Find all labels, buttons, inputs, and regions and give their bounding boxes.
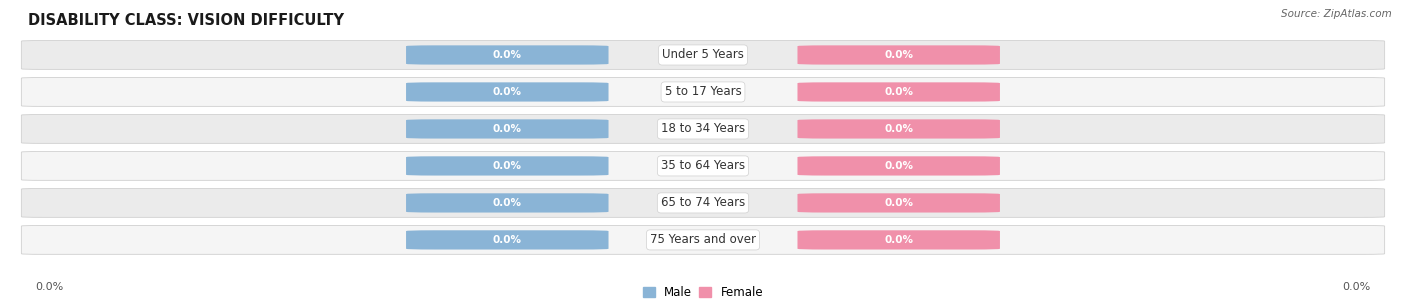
FancyBboxPatch shape (406, 82, 609, 102)
Text: 65 to 74 Years: 65 to 74 Years (661, 196, 745, 209)
FancyBboxPatch shape (797, 230, 1000, 250)
Text: 0.0%: 0.0% (1343, 282, 1371, 292)
Text: 75 Years and over: 75 Years and over (650, 233, 756, 247)
FancyBboxPatch shape (21, 151, 1385, 180)
FancyBboxPatch shape (797, 156, 1000, 175)
Text: 0.0%: 0.0% (492, 161, 522, 171)
Text: 0.0%: 0.0% (884, 161, 914, 171)
Text: 18 to 34 Years: 18 to 34 Years (661, 123, 745, 136)
FancyBboxPatch shape (406, 119, 609, 139)
FancyBboxPatch shape (797, 119, 1000, 139)
FancyBboxPatch shape (406, 45, 609, 64)
Text: 0.0%: 0.0% (884, 235, 914, 245)
Text: 0.0%: 0.0% (884, 198, 914, 208)
Text: 0.0%: 0.0% (492, 87, 522, 97)
Text: 0.0%: 0.0% (492, 50, 522, 60)
FancyBboxPatch shape (406, 156, 609, 175)
FancyBboxPatch shape (21, 78, 1385, 106)
FancyBboxPatch shape (21, 115, 1385, 143)
Text: 0.0%: 0.0% (884, 50, 914, 60)
Text: DISABILITY CLASS: VISION DIFFICULTY: DISABILITY CLASS: VISION DIFFICULTY (28, 13, 344, 28)
Text: 0.0%: 0.0% (492, 198, 522, 208)
FancyBboxPatch shape (406, 193, 609, 212)
FancyBboxPatch shape (797, 82, 1000, 102)
FancyBboxPatch shape (797, 45, 1000, 64)
Text: 0.0%: 0.0% (35, 282, 63, 292)
FancyBboxPatch shape (21, 226, 1385, 254)
Text: 35 to 64 Years: 35 to 64 Years (661, 159, 745, 172)
Text: 0.0%: 0.0% (492, 124, 522, 134)
Text: 0.0%: 0.0% (884, 124, 914, 134)
FancyBboxPatch shape (21, 40, 1385, 69)
FancyBboxPatch shape (21, 188, 1385, 217)
Text: Under 5 Years: Under 5 Years (662, 48, 744, 61)
Legend: Male, Female: Male, Female (641, 284, 765, 301)
FancyBboxPatch shape (797, 193, 1000, 212)
Text: 0.0%: 0.0% (492, 235, 522, 245)
Text: 5 to 17 Years: 5 to 17 Years (665, 85, 741, 98)
FancyBboxPatch shape (406, 230, 609, 250)
Text: Source: ZipAtlas.com: Source: ZipAtlas.com (1281, 9, 1392, 19)
Text: 0.0%: 0.0% (884, 87, 914, 97)
